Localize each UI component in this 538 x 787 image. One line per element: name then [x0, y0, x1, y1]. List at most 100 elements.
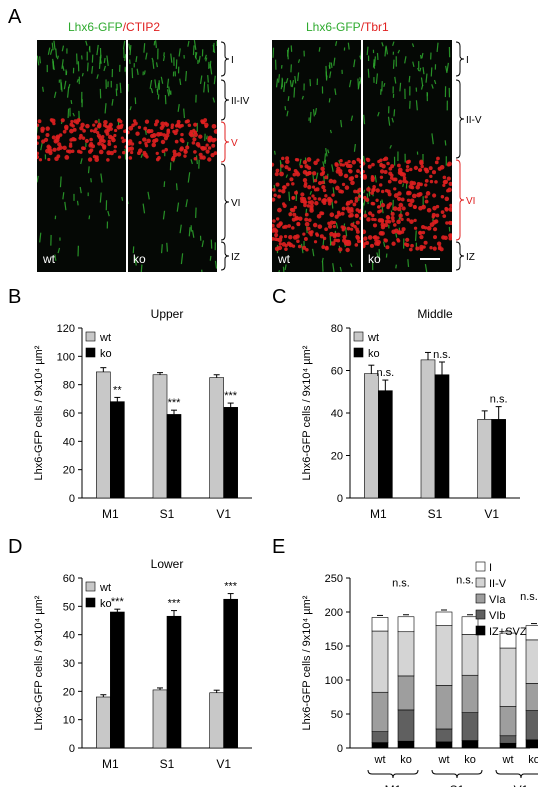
y-tick-label: 10 — [63, 715, 75, 727]
panel-divider — [361, 40, 363, 272]
y-tick-label: 30 — [63, 658, 75, 670]
bar-ko — [110, 401, 125, 499]
y-tick-label: 60 — [63, 573, 75, 585]
stack-IZ+SVZ — [371, 742, 389, 749]
y-tick-label: 40 — [63, 630, 75, 642]
layer-right-I-brace — [455, 41, 465, 77]
y-tick-label: 40 — [63, 436, 75, 448]
stack-VIb — [525, 710, 538, 741]
bar-wt — [152, 374, 168, 499]
stack-VIa — [371, 691, 389, 732]
layer-II-IV-label: II-IV — [231, 96, 250, 107]
significance-label: n.s. — [433, 349, 451, 361]
stack-II-V — [499, 647, 517, 707]
y-axis-label: Lhx6-GFP cells / 9x10⁴ µm² — [301, 595, 313, 730]
bar-ko — [166, 615, 182, 749]
stack-IZ+SVZ — [435, 741, 453, 749]
layer-VI-brace — [220, 163, 230, 241]
scale-bar — [420, 258, 440, 260]
stack-IZ+SVZ — [499, 742, 517, 749]
ctip2-label: CTIP2 — [126, 20, 161, 34]
stack-VIa — [525, 683, 538, 711]
layer-IZ-brace — [220, 241, 230, 271]
panel-letter-e: E — [272, 536, 286, 558]
legend-label: wt — [99, 582, 111, 594]
micrograph-ctip2-wt-ko: wt ko — [37, 40, 217, 272]
stack-II-V — [435, 625, 453, 686]
x-tick-label: V1 — [484, 507, 499, 521]
stack-VIa — [461, 674, 479, 713]
bar-wt — [209, 377, 224, 499]
y-tick-label: 80 — [63, 380, 75, 392]
layer-brackets-left: I II-IV V VI IZ — [220, 41, 250, 271]
layer-right-II-V-label: II-V — [466, 115, 482, 126]
legend-label: I — [489, 562, 492, 574]
x-tick-label: M1 — [102, 507, 119, 521]
gfp-cells — [272, 41, 451, 272]
bar-ko — [434, 374, 450, 499]
y-tick-label: 20 — [331, 451, 343, 463]
legend-label: ko — [100, 598, 112, 610]
x-tick-label: S1 — [160, 507, 175, 521]
layer-right-I-label: I — [466, 55, 469, 66]
group-brace — [495, 769, 538, 779]
layer-brackets-right: I II-V VI IZ — [455, 41, 482, 271]
y-tick-label: 0 — [69, 493, 75, 505]
significance-label: n.s. — [520, 591, 538, 603]
legend-label: VIb — [489, 610, 506, 622]
legend-swatch — [475, 625, 486, 636]
group-label: M1 — [385, 783, 402, 787]
y-tick-label: 100 — [57, 351, 75, 363]
chart-b-upper: Upper Lhx6-GFP cells / 9x10⁴ µm² 0 20 40 60 80… — [33, 307, 252, 521]
y-axis-label: Lhx6-GFP cells / 9x10⁴ µm² — [301, 345, 313, 480]
bar-wt — [477, 419, 492, 499]
y-tick-label: 50 — [331, 709, 343, 721]
micrograph-ctip2-canvas — [37, 40, 217, 272]
significance-label: *** — [224, 390, 238, 402]
title-sep-right: / — [360, 20, 365, 34]
significance-label: *** — [111, 596, 125, 608]
y-tick-label: 250 — [325, 573, 343, 585]
x-tick-label: wt — [374, 754, 386, 766]
panel-letter-a: A — [8, 6, 22, 28]
bar-ko — [378, 390, 393, 499]
x-tick-label: V1 — [216, 757, 231, 771]
tbr1-label: Tbr1 — [364, 20, 389, 34]
bar-wt — [420, 359, 436, 499]
y-tick-label: 50 — [63, 601, 75, 613]
y-tick-label: 150 — [325, 641, 343, 653]
stack-I — [397, 616, 415, 633]
y-tick-label: 0 — [337, 743, 343, 755]
stack-VIa — [435, 685, 453, 730]
y-tick-label: 120 — [57, 323, 75, 335]
group-label: V1 — [514, 783, 529, 787]
micro-left-title: Lhx6-GFP/CTIP2 — [68, 20, 160, 34]
panel-letter-b: B — [8, 286, 22, 308]
legend-label: wt — [367, 332, 379, 344]
stack-VIb — [499, 735, 517, 744]
layer-right-IZ-brace — [455, 241, 465, 271]
stack-I — [499, 632, 517, 649]
y-axis-label: Lhx6-GFP cells / 9x10⁴ µm² — [33, 345, 45, 480]
layer-right-IZ-label: IZ — [466, 252, 475, 263]
y-tick-label: 20 — [63, 465, 75, 477]
title-sep: / — [122, 20, 127, 34]
stack-VIb — [371, 731, 389, 743]
wt-label-right: wt — [278, 252, 290, 266]
stack-VIb — [397, 709, 415, 742]
panel-letter-c: C — [272, 286, 287, 308]
bar-wt — [209, 692, 224, 749]
legend-label: ko — [100, 348, 112, 360]
significance-label: n.s. — [392, 577, 410, 589]
x-tick-label: M1 — [370, 507, 387, 521]
gfp-label: Lhx6-GFP — [68, 20, 123, 34]
significance-label: *** — [168, 598, 182, 610]
x-tick-label: ko — [400, 754, 412, 766]
legend-swatch — [85, 347, 96, 358]
bar-wt — [96, 371, 111, 499]
x-tick-label: ko — [528, 754, 538, 766]
layer-II-IV-brace — [220, 79, 230, 121]
layer-V-brace — [220, 121, 230, 163]
legend-swatch — [475, 609, 486, 620]
micro-right-title: Lhx6-GFP/Tbr1 — [306, 20, 389, 34]
